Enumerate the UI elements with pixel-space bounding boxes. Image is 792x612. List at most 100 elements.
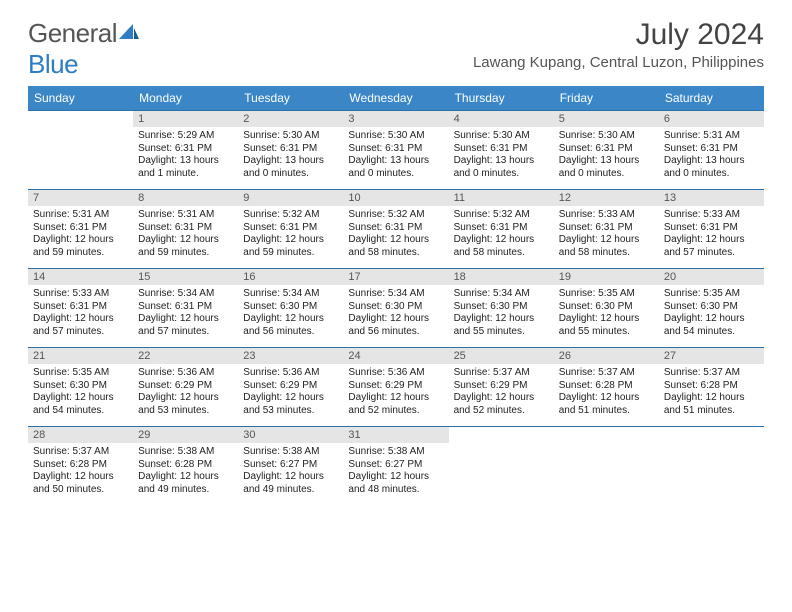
day-body: Sunrise: 5:34 AMSunset: 6:30 PMDaylight:… xyxy=(449,285,554,347)
day-number: 21 xyxy=(28,348,133,364)
day-body: Sunrise: 5:29 AMSunset: 6:31 PMDaylight:… xyxy=(133,127,238,189)
sunrise-line: Sunrise: 5:35 AM xyxy=(664,288,759,301)
day-body: Sunrise: 5:30 AMSunset: 6:31 PMDaylight:… xyxy=(449,127,554,189)
calendar-cell: 29Sunrise: 5:38 AMSunset: 6:28 PMDayligh… xyxy=(133,427,238,506)
day-body: Sunrise: 5:37 AMSunset: 6:28 PMDaylight:… xyxy=(554,364,659,426)
sunset-line: Sunset: 6:29 PM xyxy=(348,380,443,393)
calendar-cell: 30Sunrise: 5:38 AMSunset: 6:27 PMDayligh… xyxy=(238,427,343,506)
sunset-line: Sunset: 6:31 PM xyxy=(348,222,443,235)
weekday-header: Sunday xyxy=(28,86,133,111)
daylight-line: Daylight: 12 hours and 55 minutes. xyxy=(454,313,549,338)
day-body: Sunrise: 5:35 AMSunset: 6:30 PMDaylight:… xyxy=(659,285,764,347)
daylight-line: Daylight: 12 hours and 58 minutes. xyxy=(559,234,654,259)
day-body: Sunrise: 5:36 AMSunset: 6:29 PMDaylight:… xyxy=(343,364,448,426)
logo-text: GeneralBlue xyxy=(28,18,139,80)
calendar-cell: 0 xyxy=(28,111,133,190)
daylight-line: Daylight: 12 hours and 58 minutes. xyxy=(348,234,443,259)
day-number: 25 xyxy=(449,348,554,364)
calendar-cell: 14Sunrise: 5:33 AMSunset: 6:31 PMDayligh… xyxy=(28,269,133,348)
day-body: Sunrise: 5:33 AMSunset: 6:31 PMDaylight:… xyxy=(659,206,764,268)
day-body: Sunrise: 5:37 AMSunset: 6:28 PMDaylight:… xyxy=(28,443,133,505)
weekday-header: Friday xyxy=(554,86,659,111)
day-body: Sunrise: 5:35 AMSunset: 6:30 PMDaylight:… xyxy=(28,364,133,426)
weekday-header: Tuesday xyxy=(238,86,343,111)
day-body: Sunrise: 5:31 AMSunset: 6:31 PMDaylight:… xyxy=(28,206,133,268)
sunset-line: Sunset: 6:30 PM xyxy=(348,301,443,314)
sunrise-line: Sunrise: 5:31 AM xyxy=(664,130,759,143)
sunset-line: Sunset: 6:28 PM xyxy=(138,459,233,472)
daylight-line: Daylight: 13 hours and 0 minutes. xyxy=(454,155,549,180)
day-number: 8 xyxy=(133,190,238,206)
weekday-header: Saturday xyxy=(659,86,764,111)
day-number: 11 xyxy=(449,190,554,206)
daylight-line: Daylight: 12 hours and 57 minutes. xyxy=(33,313,128,338)
day-number: 31 xyxy=(343,427,448,443)
day-number: 20 xyxy=(659,269,764,285)
day-number: 4 xyxy=(449,111,554,127)
sunset-line: Sunset: 6:30 PM xyxy=(33,380,128,393)
day-body: Sunrise: 5:30 AMSunset: 6:31 PMDaylight:… xyxy=(554,127,659,189)
sunset-line: Sunset: 6:31 PM xyxy=(33,222,128,235)
sunrise-line: Sunrise: 5:36 AM xyxy=(138,367,233,380)
day-body: Sunrise: 5:38 AMSunset: 6:27 PMDaylight:… xyxy=(238,443,343,505)
day-body: Sunrise: 5:34 AMSunset: 6:31 PMDaylight:… xyxy=(133,285,238,347)
calendar-cell: 5Sunrise: 5:30 AMSunset: 6:31 PMDaylight… xyxy=(554,111,659,190)
daylight-line: Daylight: 13 hours and 0 minutes. xyxy=(348,155,443,180)
daylight-line: Daylight: 12 hours and 52 minutes. xyxy=(454,392,549,417)
day-body: Sunrise: 5:31 AMSunset: 6:31 PMDaylight:… xyxy=(133,206,238,268)
day-number: 26 xyxy=(554,348,659,364)
sunset-line: Sunset: 6:31 PM xyxy=(348,143,443,156)
calendar-cell: 0 xyxy=(659,427,764,506)
sunrise-line: Sunrise: 5:32 AM xyxy=(454,209,549,222)
daylight-line: Daylight: 12 hours and 58 minutes. xyxy=(454,234,549,259)
calendar-cell: 8Sunrise: 5:31 AMSunset: 6:31 PMDaylight… xyxy=(133,190,238,269)
daylight-line: Daylight: 12 hours and 59 minutes. xyxy=(243,234,338,259)
calendar-row: 01Sunrise: 5:29 AMSunset: 6:31 PMDayligh… xyxy=(28,111,764,190)
sunset-line: Sunset: 6:31 PM xyxy=(243,143,338,156)
calendar-row: 7Sunrise: 5:31 AMSunset: 6:31 PMDaylight… xyxy=(28,190,764,269)
sunrise-line: Sunrise: 5:31 AM xyxy=(33,209,128,222)
calendar-cell: 10Sunrise: 5:32 AMSunset: 6:31 PMDayligh… xyxy=(343,190,448,269)
sunrise-line: Sunrise: 5:38 AM xyxy=(138,446,233,459)
calendar-cell: 7Sunrise: 5:31 AMSunset: 6:31 PMDaylight… xyxy=(28,190,133,269)
sunset-line: Sunset: 6:28 PM xyxy=(559,380,654,393)
calendar-cell: 4Sunrise: 5:30 AMSunset: 6:31 PMDaylight… xyxy=(449,111,554,190)
calendar-row: 14Sunrise: 5:33 AMSunset: 6:31 PMDayligh… xyxy=(28,269,764,348)
calendar-cell: 6Sunrise: 5:31 AMSunset: 6:31 PMDaylight… xyxy=(659,111,764,190)
daylight-line: Daylight: 12 hours and 49 minutes. xyxy=(138,471,233,496)
calendar-cell: 2Sunrise: 5:30 AMSunset: 6:31 PMDaylight… xyxy=(238,111,343,190)
calendar-cell: 24Sunrise: 5:36 AMSunset: 6:29 PMDayligh… xyxy=(343,348,448,427)
sunrise-line: Sunrise: 5:32 AM xyxy=(243,209,338,222)
day-body: Sunrise: 5:34 AMSunset: 6:30 PMDaylight:… xyxy=(238,285,343,347)
day-body: Sunrise: 5:33 AMSunset: 6:31 PMDaylight:… xyxy=(28,285,133,347)
daylight-line: Daylight: 12 hours and 53 minutes. xyxy=(138,392,233,417)
weekday-header: Wednesday xyxy=(343,86,448,111)
daylight-line: Daylight: 12 hours and 55 minutes. xyxy=(559,313,654,338)
sunrise-line: Sunrise: 5:38 AM xyxy=(243,446,338,459)
day-body: Sunrise: 5:37 AMSunset: 6:28 PMDaylight:… xyxy=(659,364,764,426)
sunrise-line: Sunrise: 5:35 AM xyxy=(559,288,654,301)
calendar-row: 28Sunrise: 5:37 AMSunset: 6:28 PMDayligh… xyxy=(28,427,764,506)
sunrise-line: Sunrise: 5:38 AM xyxy=(348,446,443,459)
sunrise-line: Sunrise: 5:36 AM xyxy=(348,367,443,380)
day-number: 27 xyxy=(659,348,764,364)
sunrise-line: Sunrise: 5:34 AM xyxy=(454,288,549,301)
sunrise-line: Sunrise: 5:37 AM xyxy=(33,446,128,459)
sunrise-line: Sunrise: 5:33 AM xyxy=(33,288,128,301)
daylight-line: Daylight: 12 hours and 52 minutes. xyxy=(348,392,443,417)
logo: GeneralBlue xyxy=(28,18,139,80)
day-number: 23 xyxy=(238,348,343,364)
day-body: Sunrise: 5:36 AMSunset: 6:29 PMDaylight:… xyxy=(238,364,343,426)
calendar-table: SundayMondayTuesdayWednesdayThursdayFrid… xyxy=(28,86,764,505)
sunrise-line: Sunrise: 5:30 AM xyxy=(454,130,549,143)
sunset-line: Sunset: 6:31 PM xyxy=(138,143,233,156)
calendar-row: 21Sunrise: 5:35 AMSunset: 6:30 PMDayligh… xyxy=(28,348,764,427)
sunset-line: Sunset: 6:31 PM xyxy=(559,222,654,235)
day-body: Sunrise: 5:35 AMSunset: 6:30 PMDaylight:… xyxy=(554,285,659,347)
day-number: 5 xyxy=(554,111,659,127)
day-number: 13 xyxy=(659,190,764,206)
day-body: Sunrise: 5:34 AMSunset: 6:30 PMDaylight:… xyxy=(343,285,448,347)
day-body: Sunrise: 5:30 AMSunset: 6:31 PMDaylight:… xyxy=(343,127,448,189)
sunset-line: Sunset: 6:31 PM xyxy=(559,143,654,156)
month-title: July 2024 xyxy=(473,18,764,52)
